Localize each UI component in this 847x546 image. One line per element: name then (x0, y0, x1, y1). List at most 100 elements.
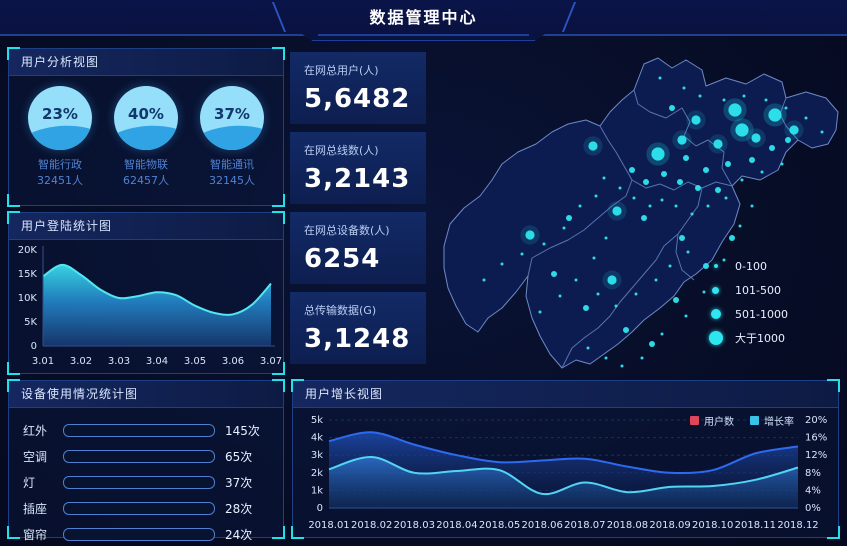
x-tick-label: 3.02 (70, 356, 92, 367)
map-bubble (682, 86, 686, 90)
map-bubble (722, 98, 726, 102)
map-bubble (820, 130, 824, 134)
legend-label: 501-1000 (735, 307, 788, 321)
y-tick-label: 20K (18, 245, 38, 256)
device-name: 插座 (23, 501, 48, 516)
map-bubble (702, 290, 706, 294)
gauge-row: 23% 智能行政 32451人 40% 智能物联 62457人 37% 智能通讯 32… (9, 76, 283, 189)
liquid-gauge: 37% (200, 86, 264, 150)
map-bubble (583, 305, 589, 311)
panel-title-user-analysis: 用户分析视图 (9, 49, 283, 76)
map-bubble (706, 204, 710, 208)
map-bubble (729, 235, 735, 241)
gauge-label: 智能通讯 32145人 (209, 158, 255, 187)
x-tick-label: 2018.12 (777, 520, 818, 531)
map-bubble (703, 167, 709, 173)
gauge-percent: 23% (42, 105, 78, 123)
map-bubble (673, 297, 679, 303)
device-count: 65次 (225, 449, 253, 464)
header-right-slash-decoration (561, 2, 576, 32)
header-title-block: 数据管理中心 (271, 0, 576, 32)
x-tick-label: 3.06 (222, 356, 244, 367)
stat-label: 在网总用户(人) (304, 64, 379, 77)
map-legend-item: 501-1000 (709, 302, 788, 326)
panel-title-device-usage: 设备使用情况统计图 (9, 381, 283, 408)
map-bubble (674, 204, 678, 208)
y-tick-label: 5K (24, 317, 37, 328)
map-bubble (654, 278, 658, 282)
map-bubble (784, 106, 788, 110)
legend-label: 增长率 (764, 417, 794, 428)
x-tick-label: 2018.02 (351, 520, 392, 531)
right-tick-label: 16% (805, 433, 827, 444)
map-bubble (804, 116, 808, 120)
map-bubble (728, 103, 742, 117)
device-bar-chart: 红外 145次 空调 65次灯 37次插座 28次窗帘 24次 (9, 408, 283, 544)
growth-legend-item-增长率[interactable]: 增长率 (750, 413, 794, 428)
stat-label: 总传输数据(G) (304, 304, 377, 317)
map-bubble (520, 252, 524, 256)
x-tick-label: 3.01 (32, 356, 54, 367)
map-bubble (574, 278, 578, 282)
left-tick-label: 3k (311, 450, 323, 461)
left-tick-label: 4k (311, 433, 323, 444)
x-tick-label: 3.04 (146, 356, 168, 367)
map-legend-item: 大于1000 (709, 326, 788, 350)
map-bubble (750, 204, 754, 208)
map-bubble (677, 179, 683, 185)
growth-legend-item-用户数[interactable]: 用户数 (690, 413, 734, 428)
map-bubble (649, 341, 655, 347)
left-tick-label: 1k (311, 485, 323, 496)
x-tick-label: 2018.11 (735, 520, 776, 531)
panel-login-stats: 用户登陆统计图 0 5K 10K 15K 20K 3.01 3.02 3.03 3.04 3.05… (7, 211, 285, 375)
map-bubble (725, 161, 731, 167)
bar-track (63, 501, 215, 515)
map-bubble (620, 364, 624, 368)
login-area-chart: 0 5K 10K 15K 20K 3.01 3.02 3.03 3.04 3.05 3.06 3.07 (18, 245, 282, 367)
device-bar-row: 插座 28次 (23, 498, 269, 518)
panel-user-growth: 用户增长视图 用户数 增长率 0 1k 2k 3k 4k 5k 0% 4% 8% 12% 16% 20%… (291, 379, 840, 539)
map-svg (443, 57, 839, 369)
map-bubble (691, 115, 701, 125)
gauge-smart-iot: 40% 智能物联 62457人 (106, 86, 186, 189)
gauge-smart-comms: 37% 智能通讯 32145人 (192, 86, 272, 189)
device-bar-row: 灯 37次 (23, 472, 269, 492)
map-bubble (686, 250, 690, 254)
device-count: 37次 (225, 475, 253, 490)
stat-value: 5,6482 (304, 84, 411, 114)
stat-label: 在网总设备数(人) (304, 224, 390, 237)
device-bar-row: 空调 65次 (23, 446, 269, 466)
stat-value: 6254 (304, 244, 381, 274)
province-bubble-map: 0-100 101-500 501-1000 大于1000 (436, 48, 840, 376)
device-name: 窗帘 (23, 527, 48, 542)
map-bubble (684, 314, 688, 318)
map-bubble (602, 176, 606, 180)
map-bubble (594, 194, 598, 198)
map-bubble (632, 196, 636, 200)
x-tick-label: 3.03 (108, 356, 130, 367)
map-bubble (751, 133, 761, 143)
map-bubble (660, 198, 664, 202)
legend-dot-icon (714, 264, 719, 268)
map-bubble (629, 167, 635, 173)
stat-card-total-users: 在网总用户(人) 5,6482 (290, 52, 426, 124)
header-left-slash-decoration (271, 2, 286, 32)
legend-dot-icon (709, 331, 724, 345)
growth-chart-legend: 用户数 增长率 (690, 413, 794, 428)
bar-track (63, 527, 215, 541)
map-bubble (698, 94, 702, 98)
panel-title-user-growth: 用户增长视图 (293, 381, 838, 408)
map-bubble (643, 179, 649, 185)
map-legend-item: 101-500 (709, 278, 788, 302)
device-bar-row: 红外 145次 (23, 420, 269, 440)
map-bubble (695, 185, 701, 191)
map-bubble (769, 145, 775, 151)
device-count: 24次 (225, 527, 253, 542)
map-bubble (596, 292, 600, 296)
left-tick-label: 2k (311, 468, 323, 479)
map-bubble (679, 235, 685, 241)
map-bubble (735, 123, 749, 137)
y-tick-label: 10K (18, 293, 38, 304)
right-tick-label: 12% (805, 450, 827, 461)
y-tick-label: 0 (31, 341, 37, 352)
